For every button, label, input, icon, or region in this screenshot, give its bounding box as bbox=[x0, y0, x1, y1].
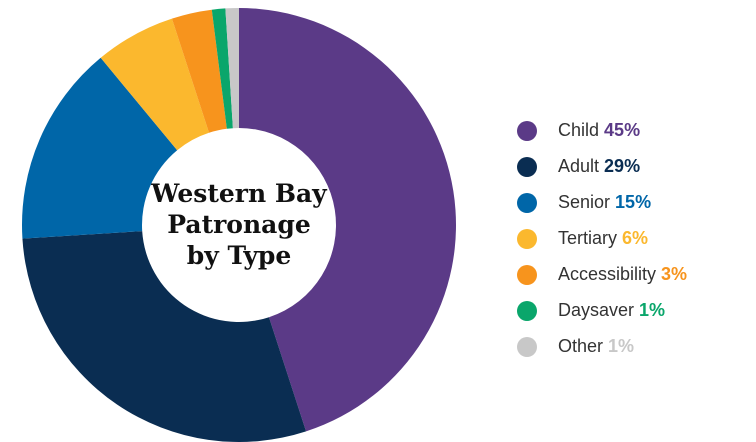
donut-slice bbox=[171, 9, 227, 133]
legend-label: Child bbox=[558, 120, 599, 140]
legend-value: 1% bbox=[608, 336, 634, 356]
legend-value: 45% bbox=[604, 120, 640, 140]
legend-value: 15% bbox=[615, 192, 651, 212]
legend-entry: Other 1% bbox=[558, 336, 634, 356]
donut-slice bbox=[100, 18, 210, 151]
donut-slice bbox=[211, 8, 233, 129]
legend-swatch bbox=[517, 301, 537, 321]
donut-slice bbox=[239, 8, 457, 432]
legend-value: 29% bbox=[604, 156, 640, 176]
legend-value: 3% bbox=[661, 264, 687, 284]
legend-label: Accessibility bbox=[558, 264, 656, 284]
donut-slice bbox=[225, 8, 239, 129]
legend-entry: Child 45% bbox=[558, 120, 640, 140]
donut-slice bbox=[21, 57, 178, 239]
legend-entry: Accessibility 3% bbox=[558, 264, 687, 284]
legend-swatch bbox=[517, 265, 537, 285]
legend-label: Senior bbox=[558, 192, 610, 212]
legend-swatch bbox=[517, 229, 537, 249]
donut-slice bbox=[22, 231, 307, 442]
legend-swatch bbox=[517, 337, 537, 357]
legend-swatch bbox=[517, 121, 537, 141]
chart-title: Western Bay Patronage by Type bbox=[151, 179, 327, 270]
legend-entry: Daysaver 1% bbox=[558, 300, 665, 320]
legend-swatch bbox=[517, 193, 537, 213]
legend-entry: Tertiary 6% bbox=[558, 228, 648, 248]
legend-value: 6% bbox=[622, 228, 648, 248]
legend-entry: Senior 15% bbox=[558, 192, 651, 212]
legend-swatch bbox=[517, 157, 537, 177]
legend-label: Daysaver bbox=[558, 300, 634, 320]
legend-value: 1% bbox=[639, 300, 665, 320]
legend-label: Other bbox=[558, 336, 603, 356]
legend-entry: Adult 29% bbox=[558, 156, 640, 176]
legend-label: Adult bbox=[558, 156, 599, 176]
legend-label: Tertiary bbox=[558, 228, 617, 248]
